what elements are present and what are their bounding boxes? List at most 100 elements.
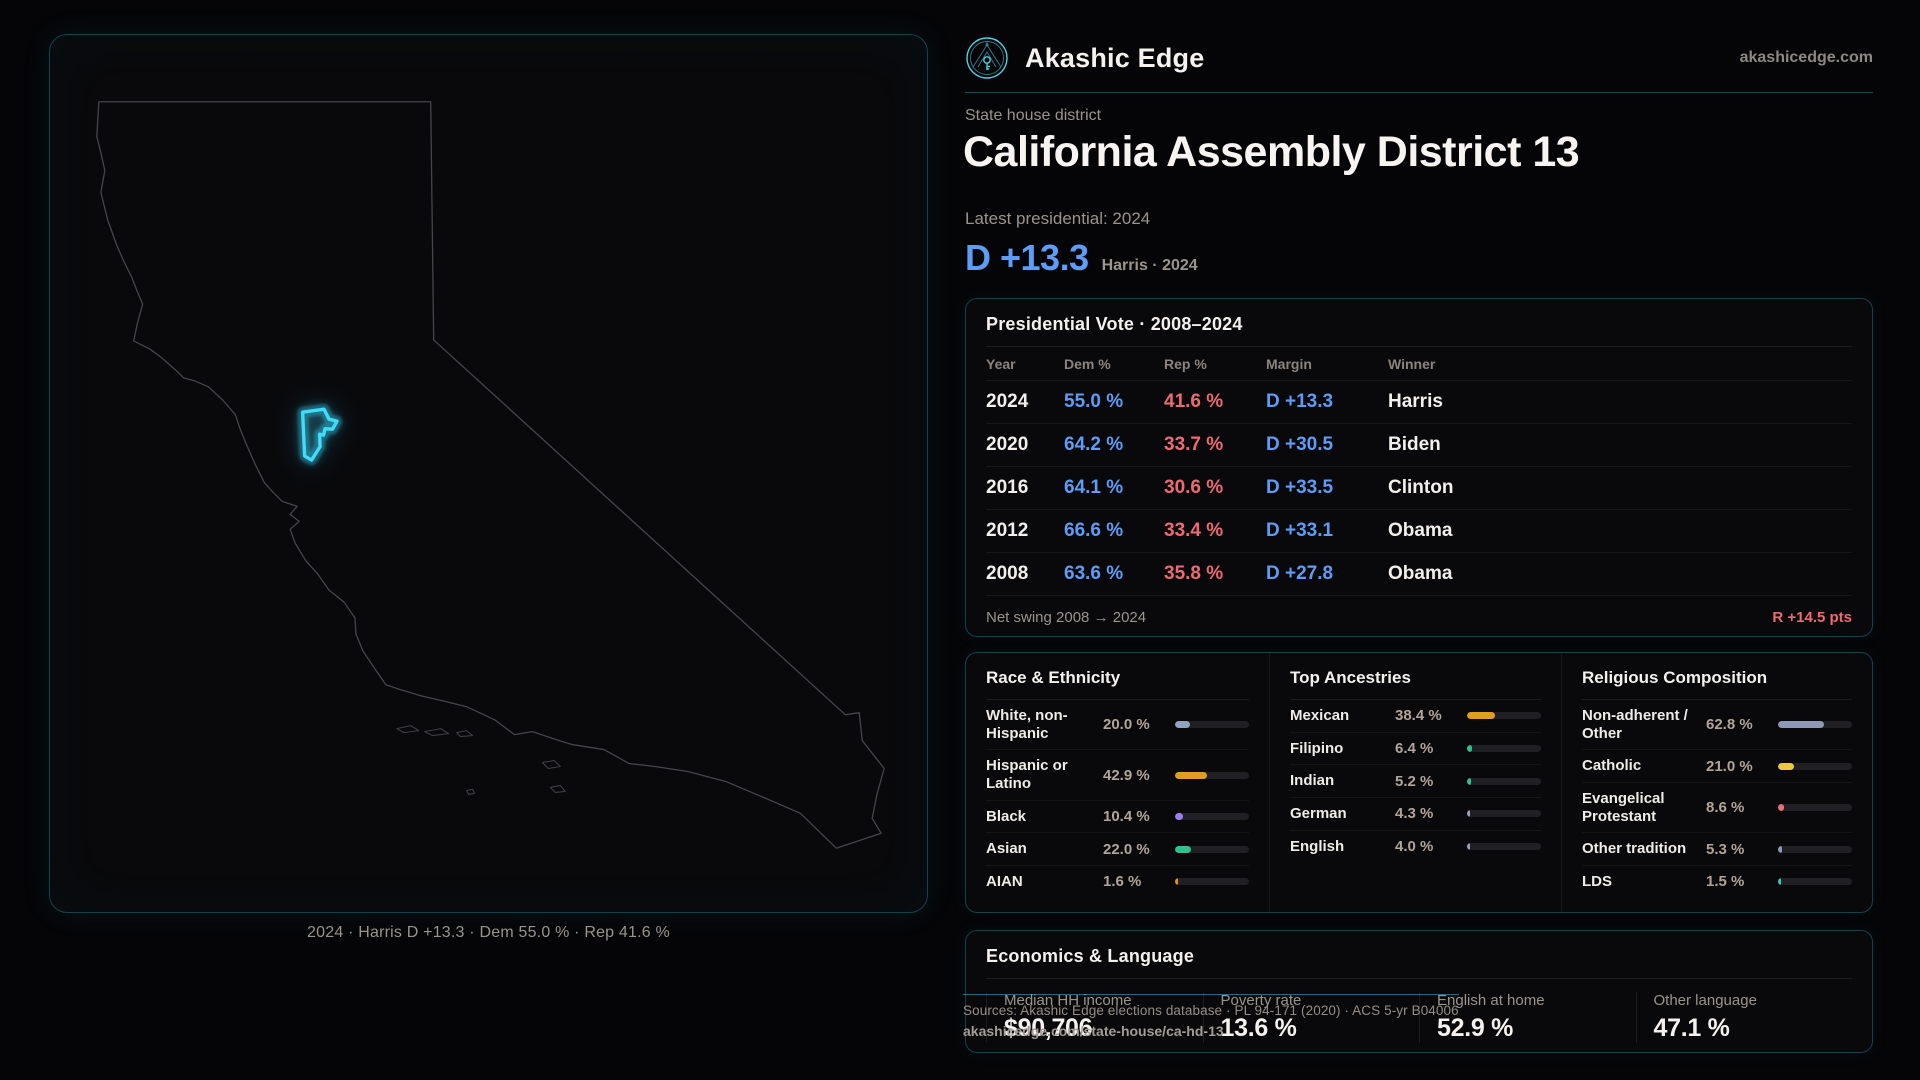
cell-year: 2016: [986, 477, 1029, 498]
demographic-value: 42.9 %: [1103, 766, 1150, 784]
demographic-value: 20.0 %: [1103, 716, 1150, 734]
demographic-row: Filipino 6.4 %: [1290, 733, 1541, 766]
mini-bar-fill: [1467, 712, 1496, 720]
margin-context: Harris · 2024: [1101, 257, 1198, 274]
demographic-row: LDS 1.5 %: [1582, 866, 1852, 898]
demographic-label: Black: [986, 807, 1027, 825]
mini-bar-fill: [1175, 813, 1183, 821]
cell-dem: 64.1 %: [1064, 477, 1124, 498]
stat-label: Median HH income: [1004, 992, 1132, 1009]
cell-rep: 33.4 %: [1164, 520, 1224, 541]
mini-bar-track: [1467, 810, 1541, 818]
net-swing-value: R +14.5 pts: [1772, 609, 1852, 626]
cell-winner: Harris: [1388, 391, 1443, 412]
demographic-value: 4.0 %: [1395, 838, 1434, 856]
cell-margin: D +13.3: [1266, 391, 1334, 412]
stat-block: Other language 47.1 %: [1635, 992, 1853, 1043]
mini-bar-fill: [1175, 721, 1190, 729]
religious-composition-rows: Non-adherent / Other 62.8 % Catholic 21.0 %…: [1582, 700, 1852, 898]
top-ancestries-title: Top Ancestries: [1290, 668, 1411, 687]
source-footer: Sources: Akashic Edge elections database…: [963, 994, 1459, 1039]
margin-value: D +13.3: [965, 237, 1089, 278]
demographic-label: Catholic: [1582, 757, 1642, 775]
demographic-row: Hispanic or Latino 42.9 %: [986, 750, 1249, 801]
demographic-label: Other tradition: [1582, 840, 1687, 858]
mini-bar-fill: [1175, 878, 1178, 886]
demographic-value: 8.6 %: [1706, 799, 1745, 817]
mini-bar-track: [1467, 843, 1541, 851]
table-body: 2024 55.0 % 41.6 % D +13.3 Harris 2020 64.2 % 3…: [986, 381, 1852, 596]
table-row: 2024 55.0 % 41.6 % D +13.3 Harris: [986, 381, 1852, 424]
cell-margin: D +33.5: [1266, 477, 1334, 498]
latest-presidential-label: Latest presidential: 2024: [965, 209, 1151, 228]
table-row: 2008 63.6 % 35.8 % D +27.8 Obama: [986, 553, 1852, 596]
page-title: California Assembly District 13: [963, 128, 1580, 176]
net-swing-label: Net swing 2008 → 2024: [986, 609, 1147, 626]
mini-bar-track: [1778, 878, 1852, 886]
mini-bar-track: [1175, 845, 1249, 853]
demographic-label: AIAN: [986, 873, 1023, 891]
demographic-label: Mexican: [1290, 707, 1350, 724]
col-header-winner: Winner: [1388, 356, 1436, 372]
district-map-card: [49, 34, 928, 913]
demographic-row: Mexican 38.4 %: [1290, 700, 1541, 733]
demographic-label: Hispanic or Latino: [986, 757, 1068, 793]
demographic-value: 22.0 %: [1103, 840, 1150, 858]
demographic-value: 5.2 %: [1395, 772, 1434, 790]
stat-block: Poverty rate 13.6 %: [1202, 992, 1420, 1043]
brand-name: Akashic Edge: [1025, 42, 1205, 73]
col-header-rep: Rep %: [1164, 356, 1207, 372]
race-ethnicity-title: Race & Ethnicity: [986, 668, 1121, 687]
mini-bar-fill: [1467, 843, 1470, 851]
religious-composition-section: Religious Composition Non-adherent / Oth…: [1561, 653, 1872, 912]
brand-domain-link[interactable]: akashicedge.com: [1739, 49, 1873, 66]
cell-winner: Obama: [1388, 563, 1453, 584]
cell-dem: 64.2 %: [1064, 434, 1124, 455]
stat-value: 47.1 %: [1653, 1014, 1730, 1042]
mini-bar-track: [1175, 878, 1249, 886]
cell-rep: 33.7 %: [1164, 434, 1224, 455]
col-header-year: Year: [986, 356, 1016, 372]
mini-bar-track: [1778, 845, 1852, 853]
demographics-card: Race & Ethnicity White, non-Hispanic 20.0…: [965, 652, 1873, 913]
mini-bar-track: [1778, 762, 1852, 770]
mini-bar-track: [1778, 804, 1852, 812]
stat-label: Poverty rate: [1220, 992, 1302, 1009]
district-type-kicker: State house district: [965, 107, 1102, 124]
mini-bar-fill: [1778, 845, 1782, 853]
cell-year: 2008: [986, 563, 1029, 584]
california-outline: [96, 101, 885, 849]
race-ethnicity-section: Race & Ethnicity White, non-Hispanic 20.0…: [966, 653, 1269, 912]
economics-language-card: Economics & Language Median HH income $90…: [965, 930, 1873, 1053]
cell-dem: 63.6 %: [1064, 563, 1124, 584]
stat-value: 13.6 %: [1220, 1014, 1297, 1042]
mini-bar-fill: [1175, 845, 1192, 853]
mini-bar-fill: [1778, 878, 1781, 886]
table-row: 2012 66.6 % 33.4 % D +33.1 Obama: [986, 510, 1852, 553]
mini-bar-track: [1778, 721, 1852, 729]
map-caption: 2024 · Harris D +13.3 · Dem 55.0 % · Rep…: [307, 924, 670, 941]
net-swing-row: Net swing 2008 → 2024 R +14.5 pts: [986, 596, 1852, 626]
economics-language-title: Economics & Language: [986, 946, 1195, 966]
mini-bar-track: [1175, 813, 1249, 821]
stat-value: 52.9 %: [1437, 1014, 1514, 1042]
demographic-row: Asian 22.0 %: [986, 833, 1249, 867]
channel-islands: [396, 725, 566, 795]
district-shape[interactable]: [300, 407, 339, 462]
demographic-row: Evangelical Protestant 8.6 %: [1582, 783, 1852, 834]
california-map[interactable]: [50, 35, 927, 912]
stat-block: English at home 52.9 %: [1419, 992, 1636, 1043]
cell-year: 2024: [986, 391, 1029, 412]
religious-composition-title: Religious Composition: [1582, 668, 1768, 687]
demographic-label: White, non-Hispanic: [986, 707, 1068, 742]
demographic-label: Evangelical Protestant: [1582, 790, 1665, 825]
headline-margin: D +13.3 Harris · 2024: [965, 237, 1198, 279]
demographic-label: Non-adherent / Other: [1582, 707, 1688, 742]
demographic-value: 1.6 %: [1103, 873, 1142, 891]
mini-bar-fill: [1175, 771, 1207, 779]
permalink[interactable]: akashicedge.com/state-house/ca-hd-13: [963, 1023, 1224, 1039]
top-ancestries-section: Top Ancestries Mexican 38.4 % Filipino 6.4 …: [1269, 653, 1561, 912]
mini-bar-fill: [1778, 762, 1794, 770]
mini-bar-fill: [1467, 810, 1471, 818]
demographic-label: Filipino: [1290, 739, 1344, 757]
